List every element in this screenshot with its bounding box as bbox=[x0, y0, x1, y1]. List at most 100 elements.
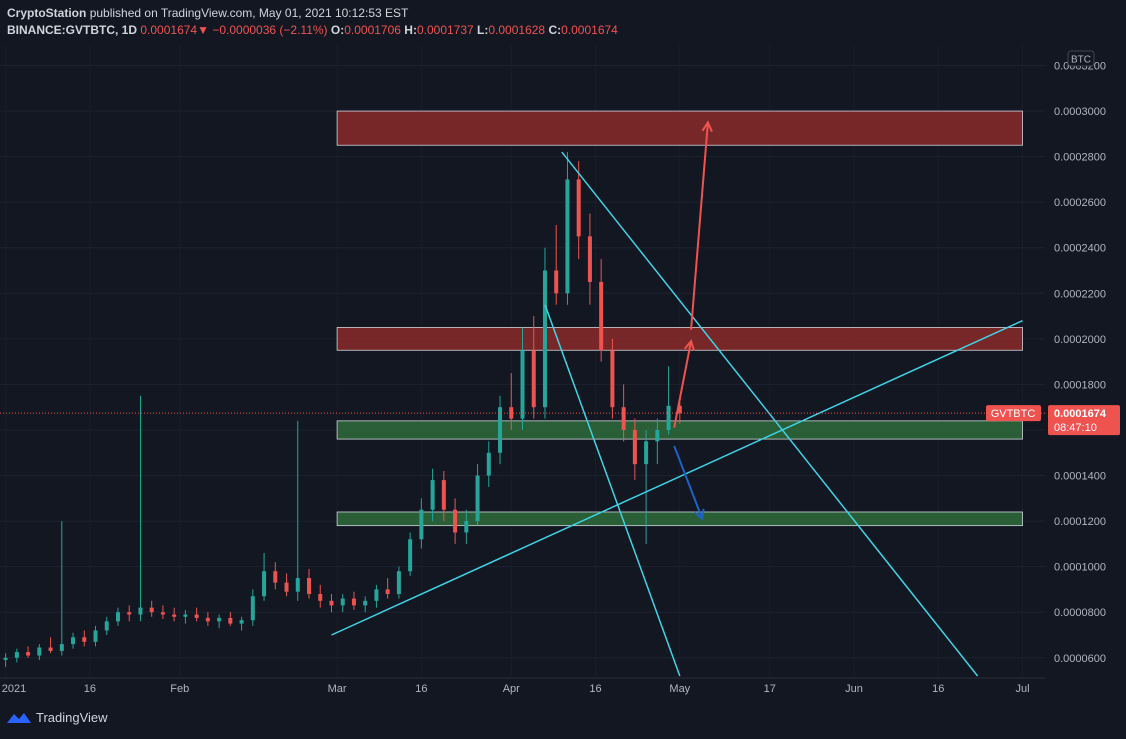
x-tick-label: 16 bbox=[589, 683, 601, 695]
y-tick-label: 0.0001200 bbox=[1054, 516, 1106, 528]
candle-body bbox=[677, 405, 682, 414]
candle-body bbox=[464, 521, 469, 533]
low-label: L: bbox=[477, 23, 489, 37]
resistance-zone bbox=[336, 110, 1023, 146]
trendline bbox=[331, 319, 1023, 636]
y-tick-label: 0.0003000 bbox=[1054, 106, 1106, 118]
down-triangle-icon: ▼ bbox=[197, 23, 209, 37]
author-name[interactable]: CryptoStation bbox=[7, 6, 87, 20]
footer-brand[interactable]: TradingView bbox=[6, 710, 108, 725]
price-tag-value: 0.0001674 bbox=[1054, 408, 1107, 420]
publisher-line: CryptoStation published on TradingView.c… bbox=[7, 5, 618, 22]
price-tag-box bbox=[1048, 405, 1120, 436]
y-tick-label: 0.0000800 bbox=[1054, 607, 1106, 619]
candle-body bbox=[408, 539, 413, 572]
candle-body bbox=[475, 475, 480, 522]
y-tick-label: 0.0001400 bbox=[1054, 471, 1106, 483]
trendline bbox=[561, 151, 979, 677]
candle-body bbox=[363, 600, 368, 606]
x-tick-label: May bbox=[669, 683, 690, 695]
symbol-interval[interactable]: BINANCE:GVTBTC, 1D bbox=[7, 23, 138, 37]
candle-body bbox=[284, 582, 289, 592]
time-axis[interactable]: 2021 16 Feb Mar 16 Apr 16 May 17 Jun 16 Jul bbox=[0, 677, 1045, 695]
candle-body bbox=[262, 571, 267, 597]
candle-body bbox=[93, 630, 98, 642]
high-label: H: bbox=[404, 23, 417, 37]
projection-arrows bbox=[673, 120, 713, 521]
price-tag-countdown: 08:47:10 bbox=[1054, 422, 1097, 434]
candle-body bbox=[127, 612, 132, 615]
candle-body bbox=[115, 612, 120, 622]
price-change: −0.0000036 (−2.11%) bbox=[212, 23, 328, 37]
candle-body bbox=[3, 657, 8, 661]
candle-body bbox=[430, 480, 435, 510]
y-tick-label: 0.0001000 bbox=[1054, 562, 1106, 574]
candle-body bbox=[441, 480, 446, 510]
candle-body bbox=[59, 644, 64, 651]
price-axis[interactable]: 0.0000600 0.0000800 0.0001000 0.0001200 0.00… bbox=[1048, 40, 1126, 680]
candle-body bbox=[318, 593, 323, 601]
symbol-tag bbox=[986, 405, 1041, 422]
y-tick-label: 0.0000600 bbox=[1054, 653, 1106, 665]
candle-body bbox=[576, 179, 581, 237]
x-tick-label: 16 bbox=[932, 683, 944, 695]
candle-body bbox=[250, 596, 255, 621]
projection-arrow-up bbox=[673, 340, 693, 428]
candle-body bbox=[542, 270, 547, 408]
candle-body bbox=[486, 452, 491, 476]
candle-body bbox=[239, 620, 244, 624]
open-label: O: bbox=[330, 23, 345, 37]
tradingview-logo-icon bbox=[7, 712, 31, 723]
close-value: 0.0001674 bbox=[561, 23, 618, 37]
candle-body bbox=[396, 571, 401, 594]
close-label: C: bbox=[548, 23, 562, 37]
candle-body bbox=[138, 607, 143, 615]
candle-body bbox=[217, 617, 222, 622]
candle-body bbox=[531, 350, 536, 408]
x-tick-label: Mar bbox=[328, 683, 347, 695]
arrow-head-icon bbox=[701, 120, 713, 132]
candle-body bbox=[295, 578, 300, 592]
candle-body bbox=[228, 617, 233, 624]
candle-body bbox=[509, 407, 514, 419]
open-value: 0.0001706 bbox=[344, 23, 401, 37]
candle-body bbox=[419, 509, 424, 540]
candle-body bbox=[351, 598, 356, 606]
candle-body bbox=[621, 407, 626, 430]
candle-body bbox=[205, 617, 210, 622]
high-value: 0.0001737 bbox=[416, 23, 474, 37]
x-tick-label: 2021 bbox=[2, 683, 26, 695]
arrow-head-icon bbox=[683, 339, 696, 351]
resistance-zone bbox=[336, 327, 1023, 351]
candle-series bbox=[3, 152, 682, 667]
chart-header: CryptoStation published on TradingView.c… bbox=[7, 5, 618, 39]
candle-body bbox=[329, 600, 334, 606]
candle-body bbox=[587, 236, 592, 282]
y-tick-label: 0.0002600 bbox=[1054, 197, 1106, 209]
y-tick-label: 0.0002200 bbox=[1054, 288, 1106, 300]
x-tick-label: Jul bbox=[1015, 683, 1029, 695]
candle-body bbox=[644, 441, 649, 465]
support-zone bbox=[336, 511, 1023, 527]
x-tick-label: 16 bbox=[84, 683, 96, 695]
candle-body bbox=[273, 571, 278, 583]
candle-body bbox=[385, 589, 390, 594]
currency-badge bbox=[1067, 50, 1095, 67]
brand-name: TradingView bbox=[36, 710, 108, 725]
x-tick-label: 16 bbox=[415, 683, 427, 695]
y-tick-label: 0.0002400 bbox=[1054, 243, 1106, 255]
y-tick-label: 0.0001800 bbox=[1054, 379, 1106, 391]
candle-body bbox=[48, 647, 53, 651]
x-tick-label: Feb bbox=[170, 683, 189, 695]
candle-body bbox=[554, 270, 559, 294]
candle-body bbox=[37, 647, 42, 656]
candle-body bbox=[565, 179, 570, 294]
trendline bbox=[544, 304, 681, 677]
candle-body bbox=[104, 621, 109, 631]
candle-body bbox=[498, 407, 503, 453]
arrow-head-icon bbox=[694, 508, 705, 521]
candle-body bbox=[307, 578, 312, 594]
projection-arrow-up bbox=[690, 122, 709, 330]
y-tick-label: 0.0002800 bbox=[1054, 152, 1106, 164]
